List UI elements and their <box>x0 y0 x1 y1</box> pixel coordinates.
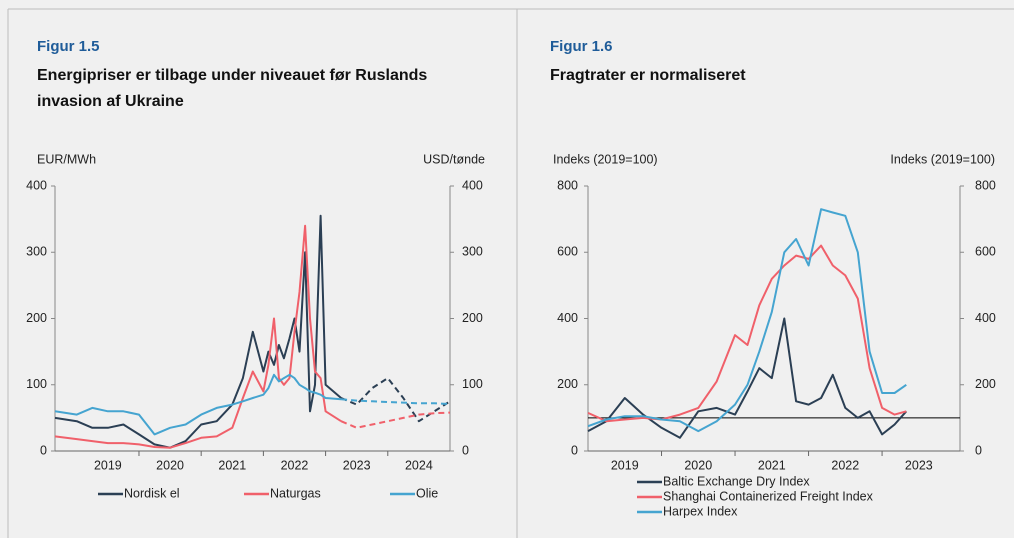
y-tick-label: 0 <box>571 443 578 457</box>
x-tick-label: 2022 <box>281 458 309 472</box>
y-tick-label: 200 <box>557 377 578 391</box>
series-line <box>54 373 342 436</box>
y-tick-label: 800 <box>557 178 578 192</box>
legend-label: Nordisk el <box>124 486 180 500</box>
series-line <box>587 317 908 439</box>
y2-tick-label: 300 <box>462 245 483 259</box>
y2-tick-label: 400 <box>975 311 996 325</box>
series-line <box>54 224 342 449</box>
y2-tick-label: 600 <box>975 245 996 259</box>
series-line <box>587 208 907 433</box>
x-tick-label: 2021 <box>758 458 786 472</box>
x-tick-label: 2019 <box>611 458 639 472</box>
x-tick-label: 2023 <box>905 458 933 472</box>
legend-label: Olie <box>416 486 438 500</box>
y2-tick-label: 400 <box>462 178 483 192</box>
y-tick-label: 400 <box>26 178 47 192</box>
y2-axis-label: USD/tønde <box>423 152 485 166</box>
x-tick-label: 2020 <box>684 458 712 472</box>
y-tick-label: 0 <box>40 443 47 457</box>
y2-tick-label: 800 <box>975 178 996 192</box>
legend-label: Baltic Exchange Dry Index <box>663 474 810 488</box>
x-tick-label: 2020 <box>156 458 184 472</box>
forecast-line <box>340 377 451 423</box>
y2-tick-label: 100 <box>462 377 483 391</box>
figure-label: Figur 1.5 <box>37 38 100 55</box>
figure-label: Figur 1.6 <box>550 38 613 55</box>
legend-label: Harpex Index <box>663 504 738 518</box>
chart-title: Fragtrater er normaliseret <box>550 67 746 84</box>
y-tick-label: 200 <box>26 311 47 325</box>
y2-tick-label: 200 <box>462 311 483 325</box>
y2-tick-label: 0 <box>975 443 982 457</box>
y-tick-label: 300 <box>26 245 47 259</box>
y-axis-label: EUR/MWh <box>37 152 96 166</box>
y2-tick-label: 0 <box>462 443 469 457</box>
x-tick-label: 2024 <box>405 458 433 472</box>
x-tick-label: 2022 <box>831 458 859 472</box>
series-line <box>54 214 342 449</box>
x-tick-label: 2023 <box>343 458 371 472</box>
legend-label: Shanghai Containerized Freight Index <box>663 489 874 503</box>
legend-label: Naturgas <box>270 486 321 500</box>
y-tick-label: 100 <box>26 377 47 391</box>
forecast-line <box>340 411 451 429</box>
series-line <box>587 244 907 423</box>
x-tick-label: 2019 <box>94 458 122 472</box>
y2-axis-label: Indeks (2019=100) <box>890 152 995 166</box>
y-tick-label: 400 <box>557 311 578 325</box>
x-tick-label: 2021 <box>218 458 246 472</box>
y-tick-label: 600 <box>557 245 578 259</box>
y-axis-label: Indeks (2019=100) <box>553 152 658 166</box>
chart-title: Energipriser er tilbage under niveauet f… <box>37 67 428 110</box>
forecast-line <box>341 398 451 405</box>
y2-tick-label: 200 <box>975 377 996 391</box>
